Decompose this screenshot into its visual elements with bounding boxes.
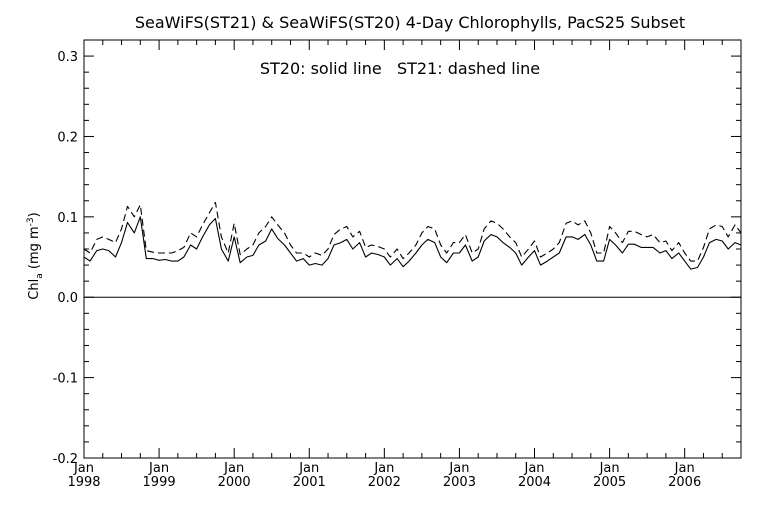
x-tick-label-year: 2006 (668, 475, 701, 490)
x-tick-label-month: Jan (373, 461, 394, 476)
y-tick-label: 0.0 (57, 291, 78, 306)
plot-frame (83, 39, 742, 459)
series-line-st20-solid (83, 216, 742, 270)
x-tick-label-month: Jan (298, 461, 319, 476)
y-axis-label: Chla (mg m-3) (26, 212, 45, 299)
x-tick-label-year: 1998 (67, 475, 100, 490)
y-axis-label-subscript: a (35, 273, 45, 279)
x-tick-label-month: Jan (148, 461, 169, 476)
x-tick-label-year: 2001 (293, 475, 326, 490)
x-tick-label-year: 1999 (143, 475, 176, 490)
x-tick-label-month: Jan (448, 461, 469, 476)
chart-title: SeaWiFS(ST21) & SeaWiFS(ST20) 4-Day Chlo… (135, 13, 685, 32)
x-tick-label-year: 2000 (218, 475, 251, 490)
x-tick-label-year: 2005 (593, 475, 626, 490)
x-tick-label-year: 2002 (368, 475, 401, 490)
y-axis-label-units-sup: -3 (26, 217, 36, 226)
series-annotation: ST20: solid line ST21: dashed line (260, 59, 540, 78)
x-tick-label-month: Jan (73, 461, 94, 476)
y-axis-label-main: Chl (27, 279, 42, 300)
y-tick-label: -0.2 (53, 452, 78, 467)
y-tick-label: 0.2 (57, 130, 78, 145)
x-tick-label-month: Jan (674, 461, 695, 476)
y-tick-label: -0.1 (53, 372, 78, 387)
y-tick-label: 0.1 (57, 211, 78, 226)
y-tick-label: 0.3 (57, 50, 78, 65)
x-tick-label-year: 2004 (518, 475, 551, 490)
y-axis-label-units-close: ) (27, 212, 42, 217)
x-tick-label-month: Jan (599, 461, 620, 476)
x-tick-label-month: Jan (523, 461, 544, 476)
plot-area: -0.2-0.10.00.10.20.3Jan1998Jan1999Jan200… (53, 39, 742, 490)
series-line-st21-dashed (83, 201, 742, 262)
y-axis-label-units: (mg m (27, 226, 42, 273)
x-tick-label-month: Jan (223, 461, 244, 476)
x-tick-label-year: 2003 (443, 475, 476, 490)
